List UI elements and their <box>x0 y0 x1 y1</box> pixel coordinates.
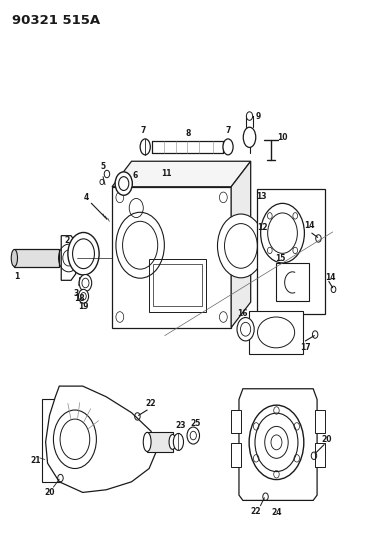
Ellipse shape <box>143 432 151 451</box>
Text: 14: 14 <box>304 221 314 230</box>
Polygon shape <box>61 236 76 280</box>
Bar <box>315 443 325 467</box>
Circle shape <box>249 405 304 480</box>
Circle shape <box>187 427 200 444</box>
Circle shape <box>247 112 252 120</box>
Polygon shape <box>239 389 317 500</box>
Text: 7: 7 <box>141 126 146 135</box>
Text: 20: 20 <box>44 488 55 497</box>
Text: 7: 7 <box>225 126 231 135</box>
Bar <box>276 263 309 301</box>
Circle shape <box>79 274 92 292</box>
Circle shape <box>261 204 305 263</box>
Text: 8: 8 <box>185 129 191 138</box>
Text: 11: 11 <box>162 169 172 178</box>
Text: 21: 21 <box>31 456 41 465</box>
Ellipse shape <box>11 249 18 266</box>
Text: 1: 1 <box>14 272 19 280</box>
Polygon shape <box>79 275 87 286</box>
Text: 10: 10 <box>278 133 288 142</box>
Text: 13: 13 <box>256 192 266 201</box>
Bar <box>149 259 206 312</box>
Bar <box>315 409 325 433</box>
Text: 22: 22 <box>146 399 156 408</box>
Text: 2: 2 <box>64 236 70 245</box>
Text: 23: 23 <box>175 422 186 431</box>
Bar <box>147 432 172 451</box>
Text: 24: 24 <box>271 507 282 516</box>
Text: 22: 22 <box>250 506 261 515</box>
Bar <box>231 409 241 433</box>
Text: 90321 515A: 90321 515A <box>13 14 100 27</box>
Bar <box>256 189 325 314</box>
Text: 19: 19 <box>78 302 89 311</box>
Circle shape <box>68 232 99 275</box>
Text: 25: 25 <box>190 419 200 429</box>
Polygon shape <box>231 161 251 328</box>
Text: 12: 12 <box>257 223 268 232</box>
Ellipse shape <box>223 139 233 155</box>
Circle shape <box>218 214 264 278</box>
Ellipse shape <box>243 127 256 148</box>
Ellipse shape <box>140 139 150 155</box>
Text: 9: 9 <box>256 111 261 120</box>
Bar <box>249 311 303 354</box>
Text: 6: 6 <box>133 171 138 180</box>
Text: 17: 17 <box>300 343 311 352</box>
Text: 18: 18 <box>74 294 85 303</box>
Text: 3: 3 <box>73 289 78 298</box>
Text: 15: 15 <box>275 254 285 263</box>
Text: 5: 5 <box>100 161 105 171</box>
Ellipse shape <box>169 434 176 449</box>
Text: 20: 20 <box>321 434 332 443</box>
Bar <box>231 443 241 467</box>
Polygon shape <box>112 161 251 187</box>
Text: 14: 14 <box>325 273 336 281</box>
Bar <box>112 187 231 328</box>
Text: 16: 16 <box>238 309 248 318</box>
Ellipse shape <box>173 433 183 450</box>
Bar <box>15 249 59 266</box>
Bar <box>153 264 202 306</box>
Circle shape <box>115 172 132 195</box>
Text: 4: 4 <box>84 193 89 203</box>
Polygon shape <box>45 386 157 492</box>
Circle shape <box>78 289 89 303</box>
Bar <box>42 399 94 482</box>
Circle shape <box>237 318 254 341</box>
